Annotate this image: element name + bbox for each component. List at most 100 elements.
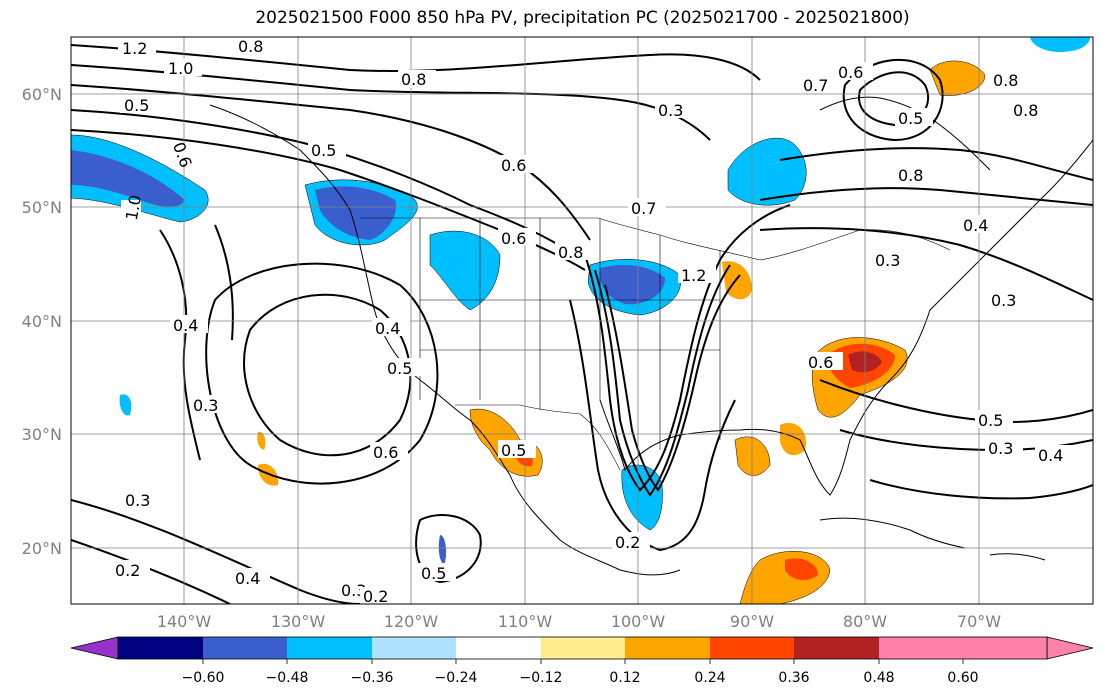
contour-3 — [71, 84, 591, 241]
contour-trough-b — [594, 264, 731, 497]
contour-label: 0.5 — [311, 141, 336, 160]
colorbar-tick-label: −0.24 — [435, 670, 478, 686]
neg-anomaly-small-1 — [119, 394, 132, 416]
lon-label: 120°W — [384, 612, 439, 631]
gulf-coast — [599, 139, 1093, 496]
lon-label: 100°W — [611, 612, 666, 631]
contour-label: 0.8 — [898, 166, 923, 185]
colorbar-tick-label: −0.36 — [351, 670, 394, 686]
contour-west-2 — [214, 224, 234, 341]
neg-anomaly-pacific-core — [71, 150, 185, 207]
contour-east-1 — [759, 187, 1093, 206]
colorbar-segment — [625, 637, 710, 659]
contour-trough-a — [584, 204, 791, 492]
contour-label: 1.0 — [168, 59, 193, 78]
colorbar-segment — [541, 637, 625, 659]
contour-label: 0.5 — [978, 411, 1003, 430]
contour-label: 0.3 — [193, 396, 218, 415]
contour-label: 0.4 — [375, 319, 400, 338]
map-frame — [70, 36, 1094, 605]
contour-atlantic-3 — [869, 479, 1093, 500]
contour-1 — [71, 44, 761, 81]
lon-label: 110°W — [498, 612, 553, 631]
colorbar-tick-label: −0.48 — [266, 670, 309, 686]
contour-label: 0.4 — [235, 569, 260, 588]
neg-anomaly-small-2 — [438, 535, 447, 565]
colorbar-segment — [203, 637, 287, 659]
contour-label: 0.2 — [615, 533, 640, 552]
hispaniola — [989, 553, 1046, 561]
lon-label: 80°W — [843, 612, 887, 631]
colorbar-tick-label: 0.12 — [609, 670, 640, 686]
map-area — [71, 37, 1093, 604]
contour-high-pacific — [243, 293, 412, 457]
pos-anomaly-caribbean-core — [785, 558, 818, 581]
colorbar-tick-label: −0.60 — [182, 670, 225, 686]
contour-east-2 — [759, 227, 1093, 301]
contour-east-3 — [779, 147, 1093, 181]
pos-anomaly-small-2 — [257, 431, 266, 450]
contour-label: 0.7 — [631, 199, 656, 218]
contour-south-2 — [71, 539, 231, 604]
contour-label: 0.3 — [875, 251, 900, 270]
contour-label: 0.2 — [363, 587, 388, 606]
lon-label: 90°W — [730, 612, 774, 631]
contour-label: 0.5 — [898, 109, 923, 128]
contour-label: 0.8 — [558, 243, 583, 262]
contour-label: 0.5 — [387, 359, 412, 378]
latitude-labels: 60°N 50°N 40°N 30°N 20°N — [22, 85, 62, 558]
colorbar: −0.60 −0.48 −0.36 −0.24 −0.12 0.12 0.24 … — [70, 636, 1094, 686]
contour-label: 0.7 — [803, 76, 828, 95]
contour-label: 0.3 — [658, 101, 683, 120]
neg-anomaly-plains-core — [599, 265, 665, 305]
cuba — [819, 517, 966, 549]
contour-low-ne-2 — [842, 59, 944, 142]
colorbar-extend-min — [70, 636, 119, 660]
contour-trough-c — [604, 274, 741, 492]
contour-label: 0.8 — [401, 70, 426, 89]
lat-label: 20°N — [22, 539, 62, 558]
contour-labels: 1.2 0.8 1.0 0.5 0.6 0.8 1.0 0.5 0.6 0.7 … — [112, 37, 1073, 606]
contour-label: 0.6 — [501, 156, 526, 175]
lat-label: 30°N — [22, 425, 62, 444]
neg-anomaly-ontario — [727, 137, 807, 206]
lon-label: 130°W — [271, 612, 326, 631]
colorbar-segment — [710, 637, 794, 659]
lat-label: 50°N — [22, 198, 62, 217]
contour-label: 1.2 — [122, 39, 147, 58]
contour-label: 0.4 — [173, 316, 198, 335]
contour-label: 0.6 — [373, 443, 398, 462]
colorbar-extend-max — [1046, 636, 1094, 660]
neg-anomaly-greenland — [1030, 37, 1090, 52]
lon-label: 140°W — [157, 612, 212, 631]
contour-label: 0.3 — [988, 439, 1013, 458]
colorbar-segment — [963, 637, 1047, 659]
contour-label: 0.6 — [808, 353, 833, 372]
contour-label: 0.3 — [991, 291, 1016, 310]
contour-label: 0.5 — [421, 564, 446, 583]
colorbar-tick-label: 0.60 — [947, 670, 978, 686]
colorbar-segment — [118, 637, 203, 659]
us-canada-border — [360, 217, 951, 261]
contour-label: 0.8 — [238, 37, 263, 56]
colorbar-tick-label: 0.36 — [778, 670, 809, 686]
contour-label: 0.6 — [838, 63, 863, 82]
colorbar-segment — [794, 637, 879, 659]
pos-anomaly-quebec — [929, 60, 986, 96]
contour-label: 0.6 — [501, 229, 526, 248]
pos-anomaly-florida — [780, 422, 806, 456]
colorbar-segment — [287, 637, 372, 659]
pv-contours — [71, 44, 1093, 604]
contour-mexico-1 — [415, 514, 482, 584]
contour-label: 0.5 — [501, 441, 526, 460]
lon-label: 70°W — [957, 612, 1001, 631]
longitude-labels: 140°W 130°W 120°W 110°W 100°W 90°W 80°W … — [157, 612, 1001, 631]
contour-label: 1.0 — [122, 193, 145, 221]
contour-high-pacific-2 — [205, 262, 439, 485]
contour-label: 0.4 — [963, 216, 988, 235]
neg-anomaly-bc-core — [315, 186, 396, 240]
colorbar-tick-label: 0.48 — [863, 670, 894, 686]
map-title: 2025021500 F000 850 hPa PV, precipitatio… — [255, 8, 910, 28]
lat-label: 40°N — [22, 312, 62, 331]
